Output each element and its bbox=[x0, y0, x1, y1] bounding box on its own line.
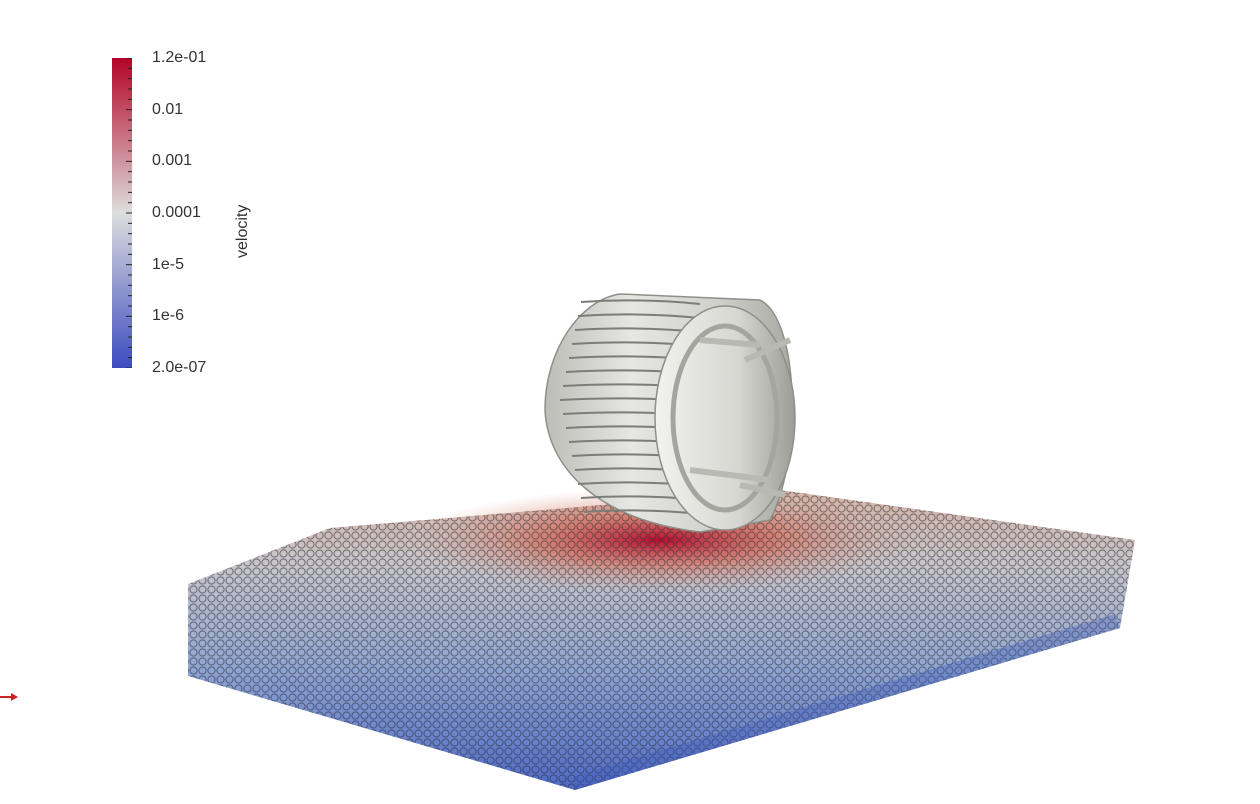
color-legend-tick-label: 1.2e-01 bbox=[152, 49, 207, 66]
wheel-tread-line bbox=[577, 313, 701, 319]
particle-bed bbox=[188, 488, 1135, 790]
color-scale-bar bbox=[112, 58, 132, 368]
color-legend-tick-label: 1e-6 bbox=[152, 307, 185, 325]
color-legend-tick-label: 2.0e-07 bbox=[152, 359, 207, 376]
color-legend-tick-label: 0.0001 bbox=[152, 204, 201, 221]
wheel-model[interactable] bbox=[544, 293, 796, 533]
color-legend-tick-label: 1e-5 bbox=[152, 255, 185, 273]
color-legend-title: velocity bbox=[234, 204, 251, 258]
wheel-tread-line bbox=[580, 299, 701, 305]
color-legend: 1.2e-01 0.01 0.001 0.0001 1e-5 1e-6 2.0e-07 ve… bbox=[112, 50, 262, 378]
axis-orientation-icon bbox=[0, 693, 18, 701]
color-legend-tick-label: 0.001 bbox=[152, 152, 193, 170]
color-legend-tick-label: 0.01 bbox=[152, 100, 184, 118]
